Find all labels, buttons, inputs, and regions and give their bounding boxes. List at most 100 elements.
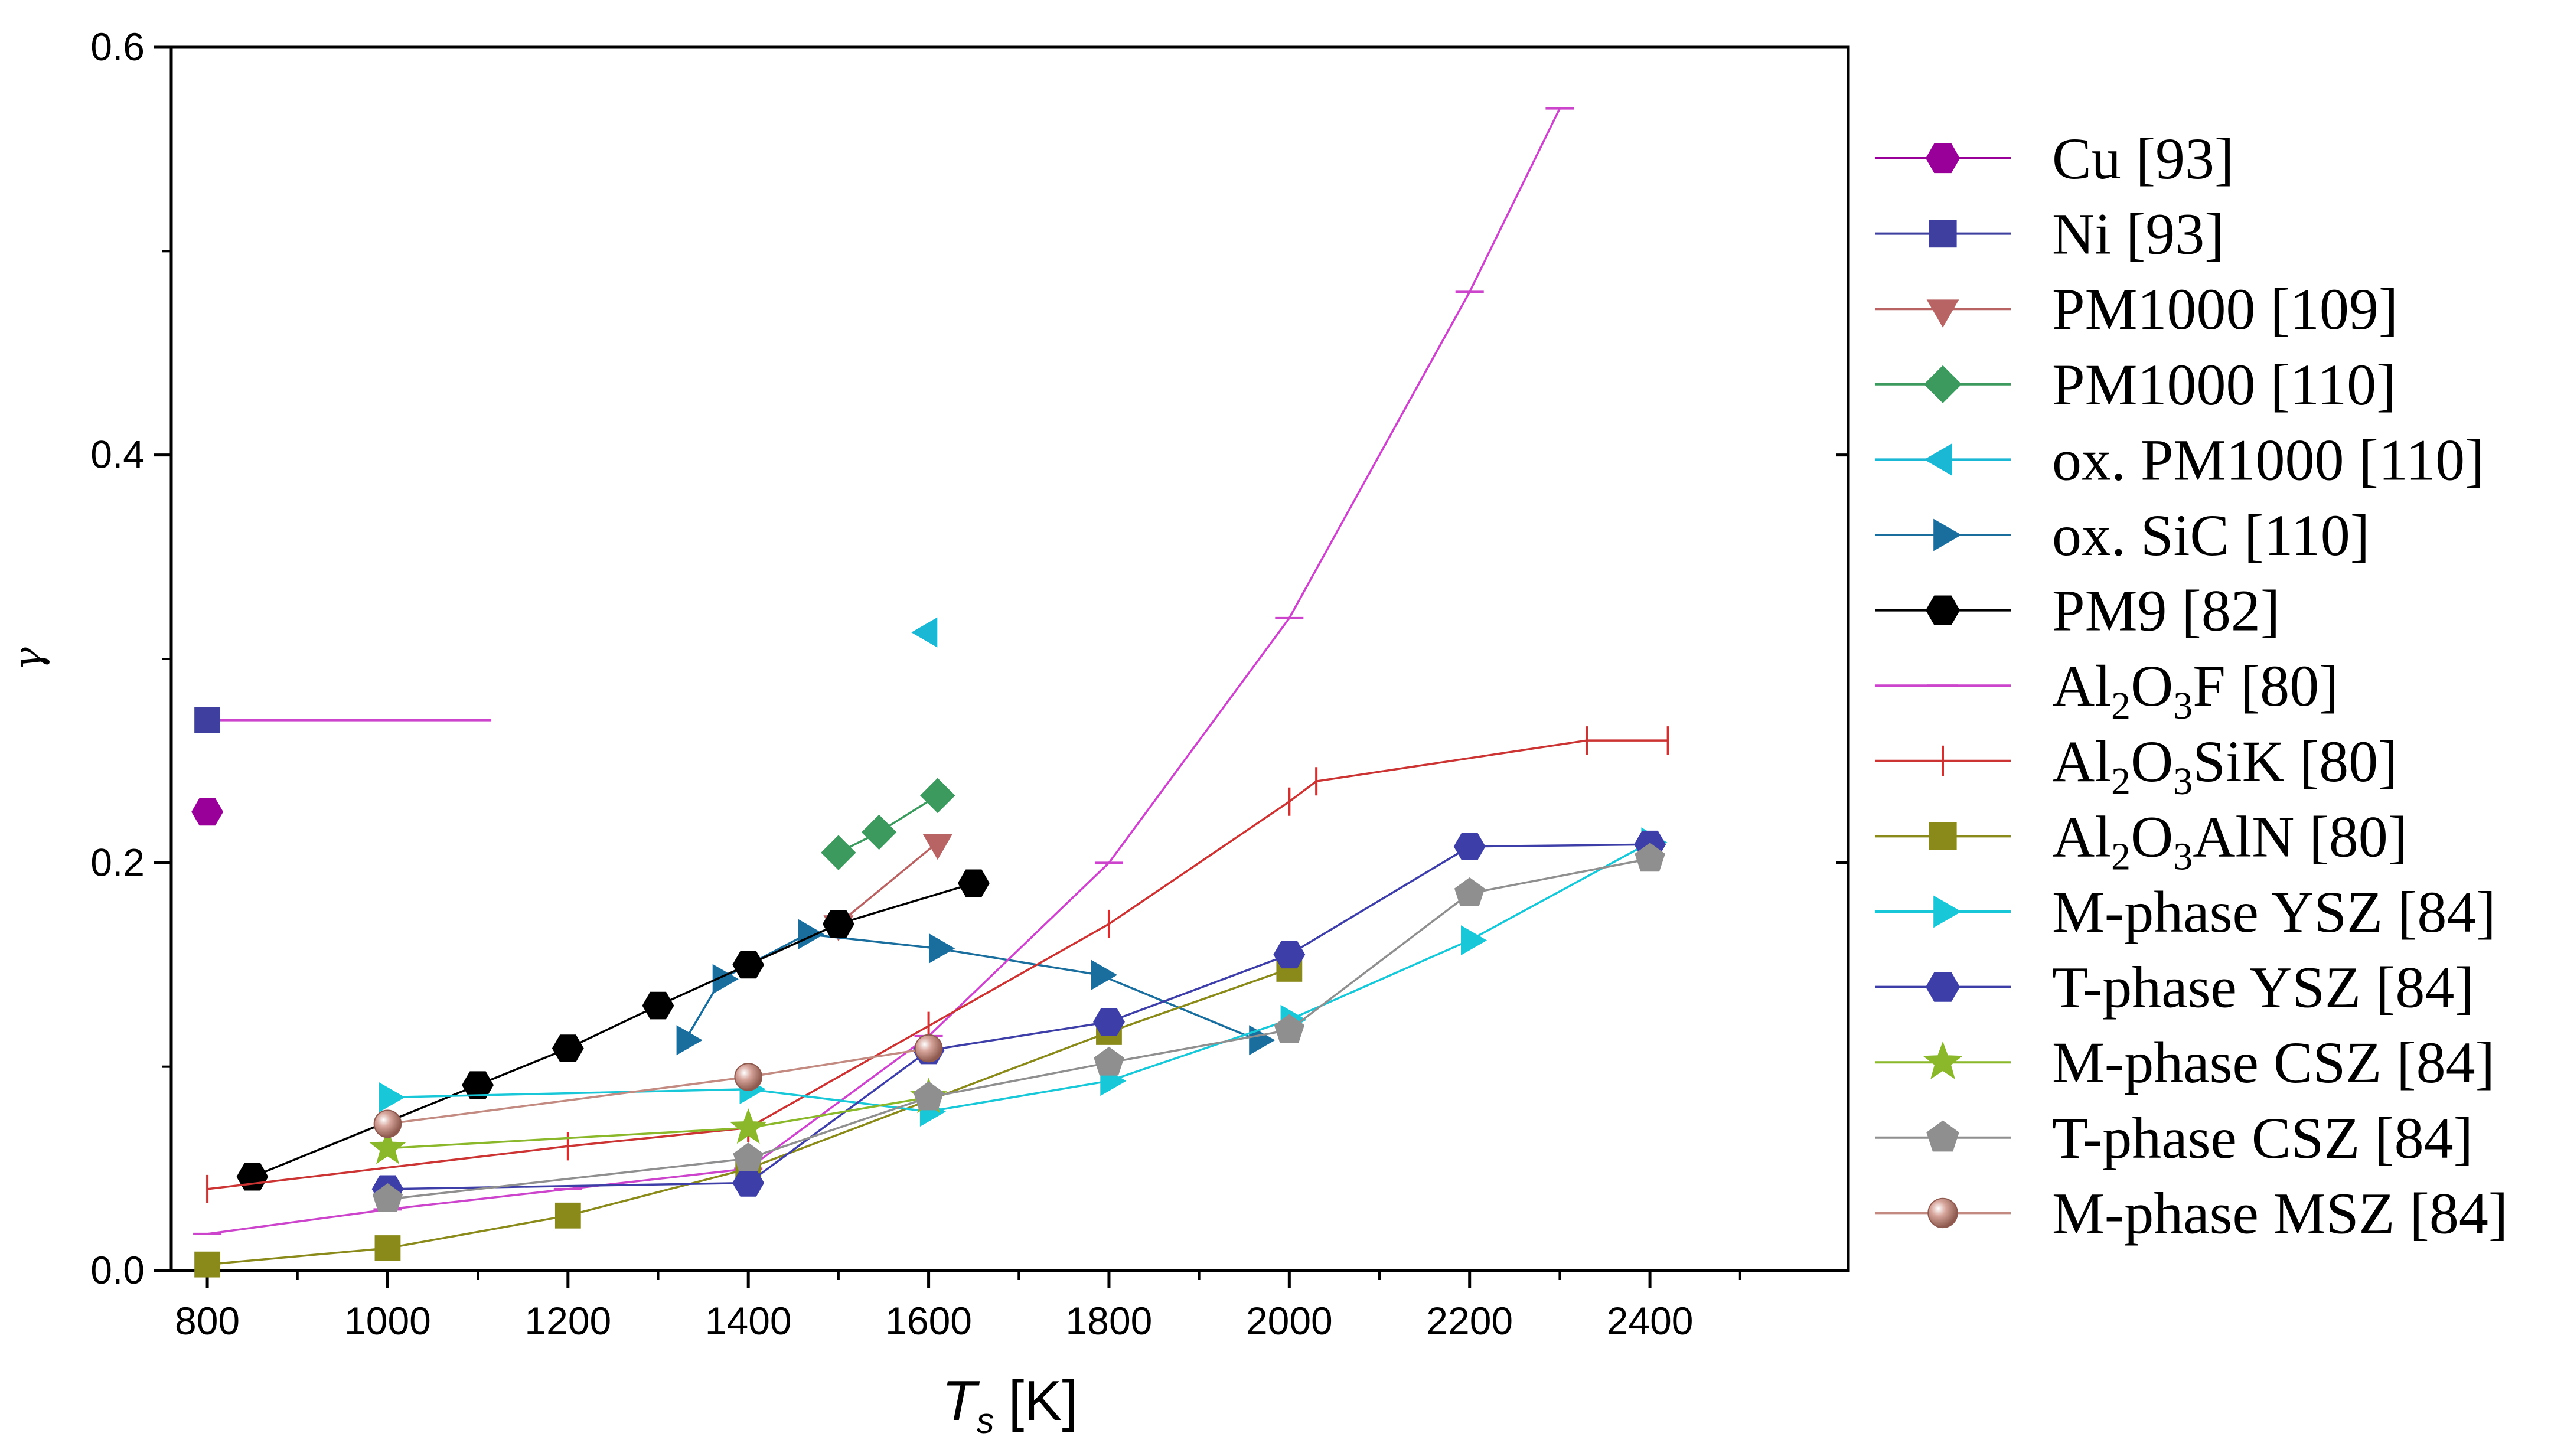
series-13 <box>372 843 1665 1212</box>
legend-label-main: T-phase CSZ [84] <box>2052 1105 2473 1171</box>
legend-entry: PM9 [82] <box>1875 578 2280 644</box>
legend-entry: ox. PM1000 [110] <box>1875 427 2484 492</box>
data-point <box>642 991 674 1020</box>
y-axis-title: γ <box>5 647 51 671</box>
legend-marker <box>1926 299 1959 328</box>
legend-label-main: M-phase MSZ [84] <box>2052 1180 2508 1246</box>
x-axis-title-unit: [K] <box>1009 1369 1078 1432</box>
legend-label-mid: O <box>2131 653 2173 719</box>
data-point <box>1093 1008 1125 1036</box>
legend-entry: Al2O3F [80] <box>1875 653 2338 727</box>
legend-label: M-phase MSZ [84] <box>2052 1180 2508 1246</box>
y-tick-label: 0.6 <box>90 25 145 68</box>
legend-label-main: M-phase CSZ [84] <box>2052 1030 2495 1095</box>
data-point <box>1274 1014 1305 1043</box>
series-3 <box>821 778 955 870</box>
legend: Cu [93] Ni [93] PM1000 [109] PM1000 [110] ox… <box>1875 126 2508 1246</box>
legend-label: Al2O3F [80] <box>2052 653 2338 727</box>
data-point <box>1453 833 1486 860</box>
data-point <box>861 814 897 850</box>
legend-label-sub: 3 <box>2173 760 2193 803</box>
legend-label-main: Al <box>2052 804 2111 869</box>
x-tick-label: 2200 <box>1426 1299 1513 1343</box>
legend-entry: T-phase CSZ [84] <box>1875 1105 2473 1171</box>
legend-label: M-phase YSZ [84] <box>2052 879 2496 945</box>
legend-marker <box>1929 822 1957 851</box>
legend-label-main: T-phase YSZ [84] <box>2052 955 2474 1020</box>
series-5 <box>676 919 1276 1056</box>
x-tick-label: 1200 <box>524 1299 611 1343</box>
legend-marker <box>1925 143 1960 174</box>
legend-label: Cu [93] <box>2052 126 2234 191</box>
y-tick-label: 0.4 <box>90 433 145 476</box>
legend-label: Al2O3SiK [80] <box>2052 729 2397 803</box>
legend-entry: Al2O3SiK [80] <box>1875 729 2397 803</box>
legend-label-sub: 2 <box>2111 684 2131 727</box>
legend-marker <box>1933 895 1962 928</box>
legend-label-main: PM1000 [109] <box>2052 276 2398 342</box>
legend-label: PM9 [82] <box>2052 578 2280 644</box>
x-axis-title-sub: s <box>977 1401 994 1441</box>
data-point <box>379 1082 405 1112</box>
legend-label-main: M-phase YSZ [84] <box>2052 879 2496 945</box>
data-point <box>194 707 220 733</box>
legend-entry: M-phase MSZ [84] <box>1875 1180 2508 1246</box>
legend-label-main: PM9 [82] <box>2052 578 2280 644</box>
data-point <box>552 1034 584 1062</box>
data-point <box>911 617 938 648</box>
legend-marker <box>1929 220 1957 248</box>
legend-label: T-phase CSZ [84] <box>2052 1105 2473 1171</box>
data-point <box>1461 925 1487 955</box>
legend-label-main: Al <box>2052 653 2111 719</box>
x-tick-label: 1600 <box>885 1299 972 1343</box>
legend-label: Al2O3AlN [80] <box>2052 804 2408 878</box>
data-point <box>913 1081 944 1111</box>
x-tick-label: 1000 <box>344 1299 431 1343</box>
y-tick-label: 0.0 <box>90 1248 145 1292</box>
legend-label-main: Cu [93] <box>2052 126 2234 191</box>
data-point <box>1454 877 1485 906</box>
legend-entry: Al2O3AlN [80] <box>1875 804 2408 878</box>
data-point <box>194 1251 220 1278</box>
x-axis-title-var: T <box>942 1369 980 1432</box>
data-point <box>462 1071 494 1099</box>
legend-label: Ni [93] <box>2052 201 2224 267</box>
data-point <box>914 1034 943 1063</box>
data-point <box>822 910 854 938</box>
legend-label-sub: 3 <box>2173 684 2193 727</box>
data-point <box>1094 1046 1124 1076</box>
data-point <box>732 1169 765 1197</box>
data-point <box>368 1128 406 1164</box>
legend-label-mid: O <box>2131 804 2173 869</box>
legend-label: PM1000 [110] <box>2052 352 2396 417</box>
legend-label: T-phase YSZ [84] <box>2052 955 2474 1020</box>
data-point <box>733 1142 764 1171</box>
data-point <box>373 1109 402 1138</box>
legend-label-main: ox. SiC [110] <box>2052 502 2370 568</box>
data-point <box>374 1235 401 1261</box>
legend-label: M-phase CSZ [84] <box>2052 1030 2495 1095</box>
legend-label-sub: 3 <box>2173 835 2193 878</box>
x-tick-label: 1800 <box>1066 1299 1153 1343</box>
legend-label-end: SiK [80] <box>2193 729 2397 794</box>
legend-entry: PM1000 [110] <box>1875 352 2396 417</box>
y-tick-label: 0.2 <box>90 840 145 884</box>
legend-marker <box>1933 518 1962 551</box>
data-point <box>372 1183 403 1212</box>
legend-marker <box>1926 1120 1959 1152</box>
legend-marker <box>1925 595 1960 625</box>
legend-entry: T-phase YSZ [84] <box>1875 955 2474 1020</box>
data-point <box>821 835 856 870</box>
series-1 <box>194 707 492 733</box>
data-point <box>712 964 739 994</box>
legend-label-main: ox. PM1000 [110] <box>2052 427 2484 492</box>
data-point <box>1635 843 1665 872</box>
legend-label-mid: O <box>2131 729 2173 794</box>
data-point <box>1273 941 1306 969</box>
data-point <box>922 834 953 860</box>
data-point <box>1091 959 1118 990</box>
series-line <box>837 841 938 925</box>
axis-titles: Ts [K] γ <box>5 647 1078 1441</box>
legend-marker <box>1925 972 1960 1002</box>
